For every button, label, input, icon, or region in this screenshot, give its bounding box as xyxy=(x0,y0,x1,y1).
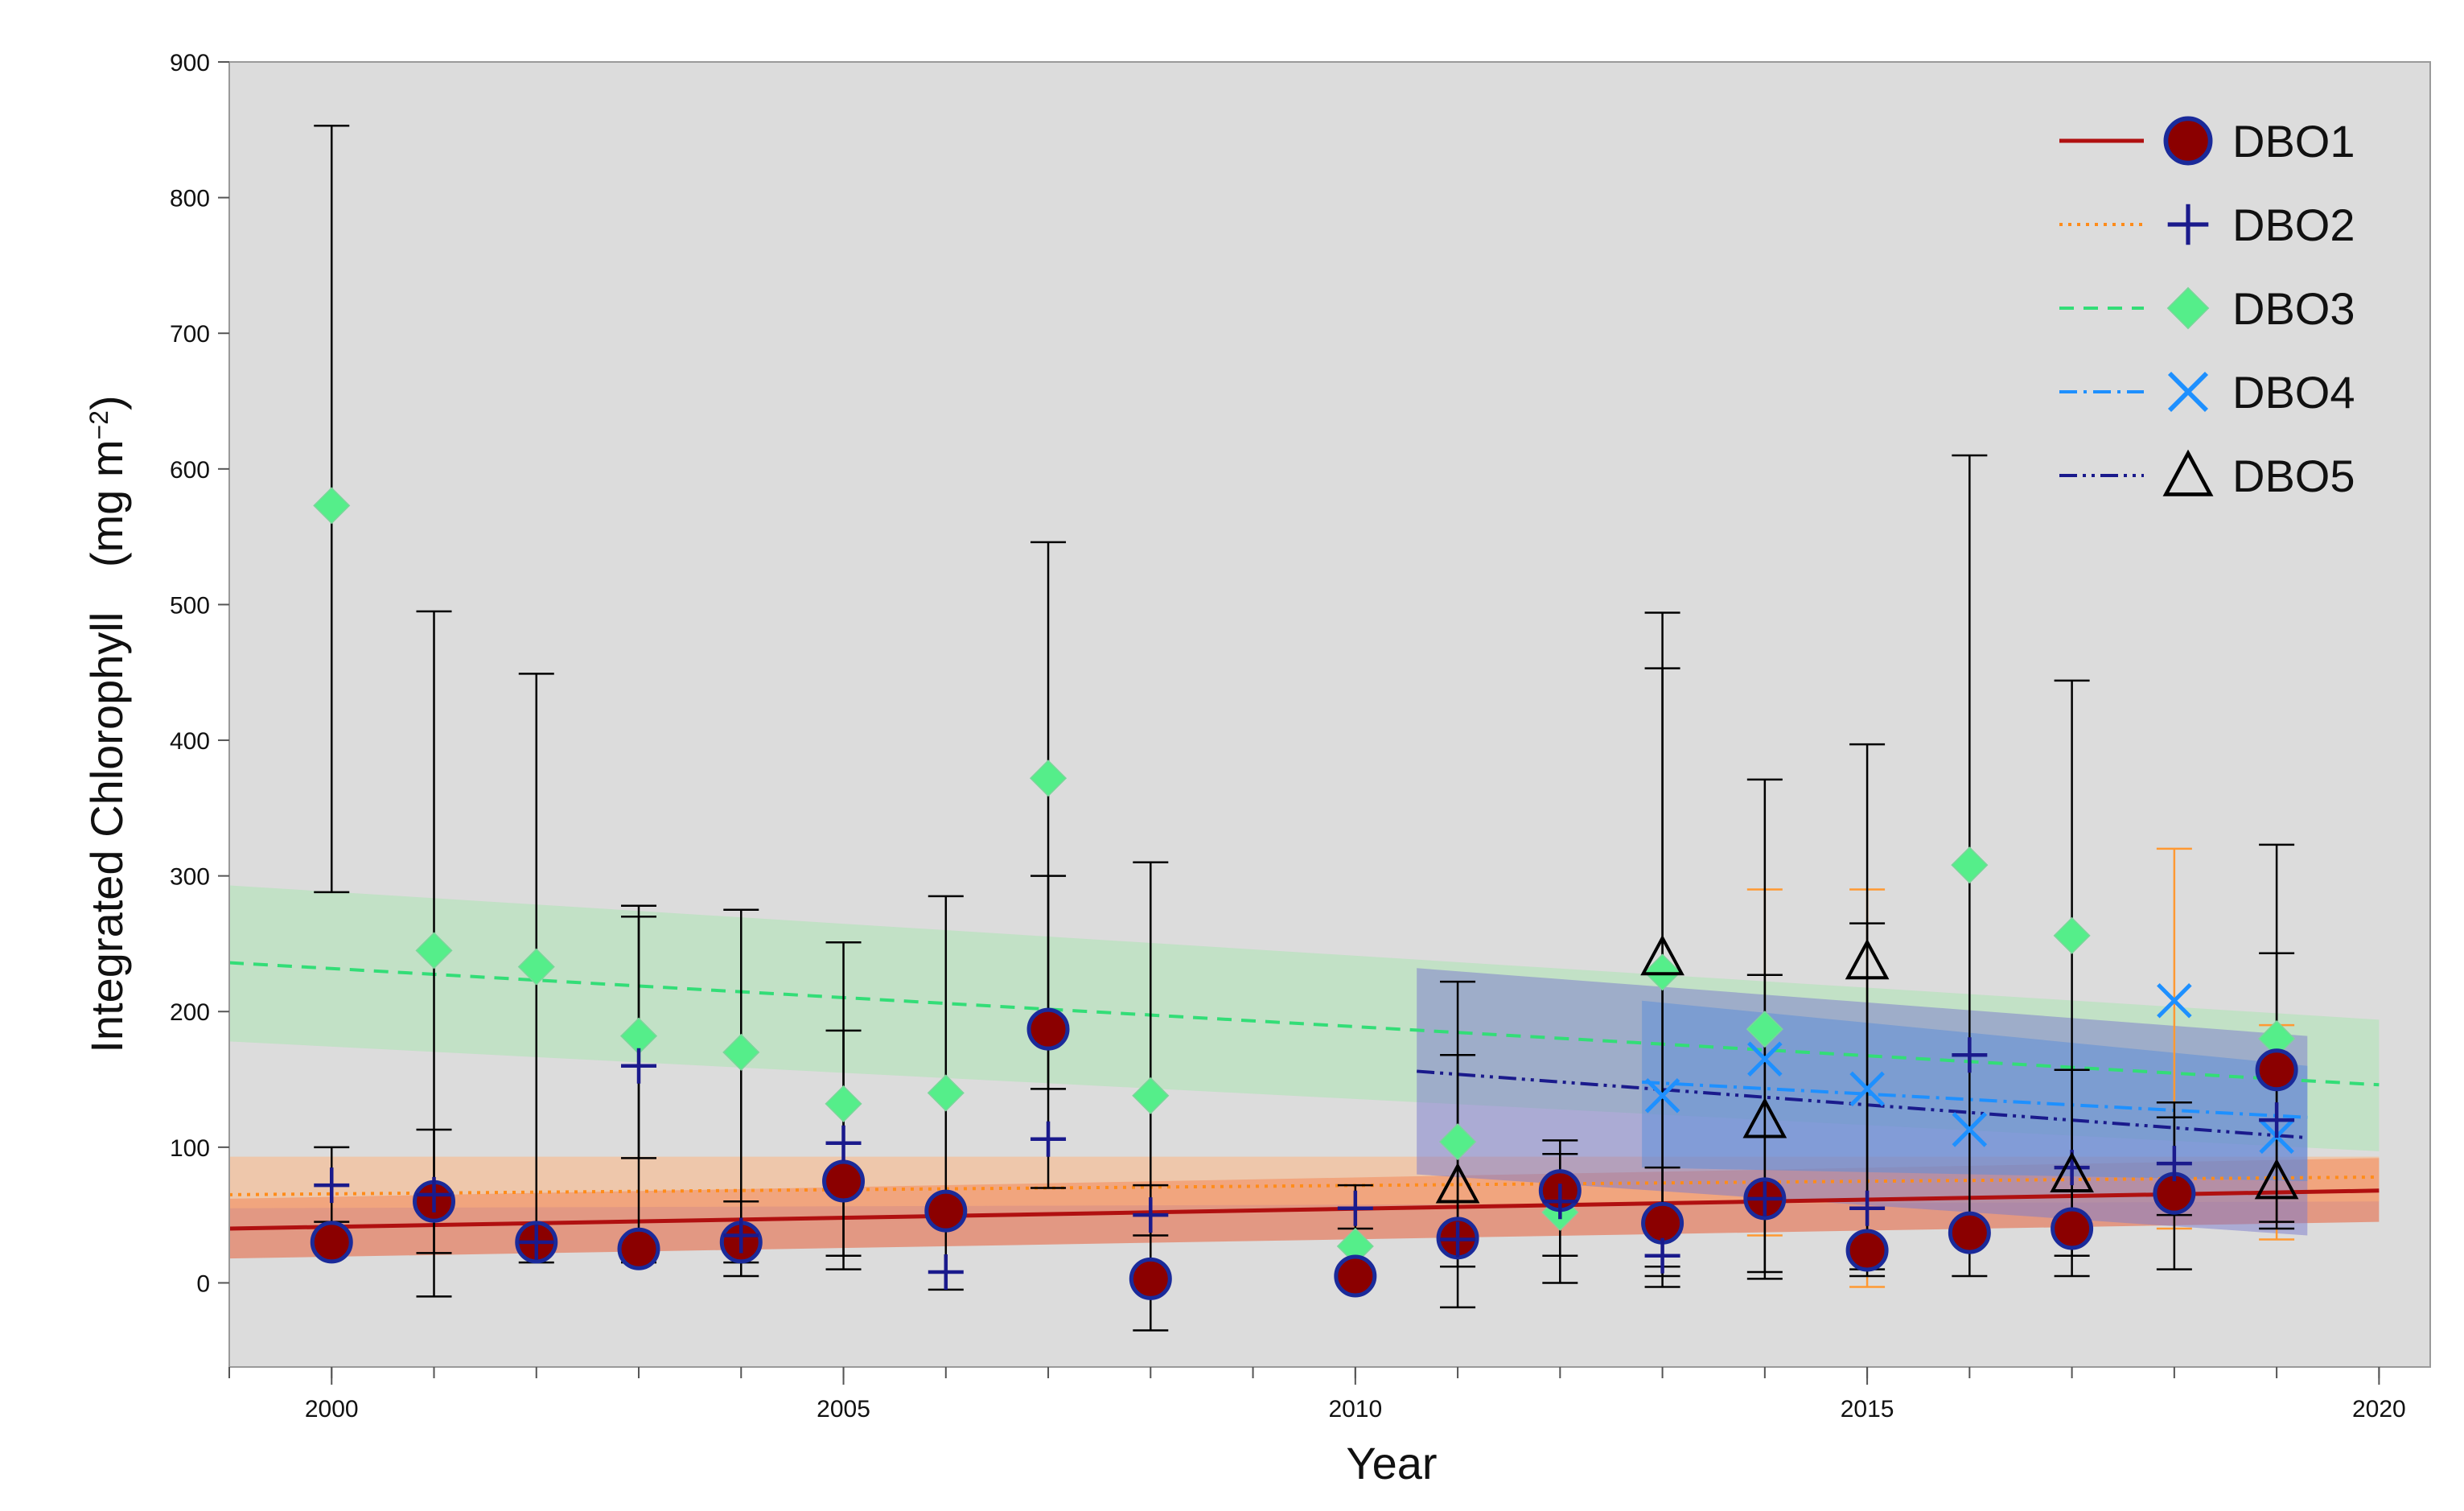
y-tick-label-300: 300 xyxy=(170,864,210,891)
legend: DBO1 DBO2 DBO3 DBO4 DBO5 xyxy=(2059,116,2355,501)
marker-dbo2-2008 xyxy=(1133,1197,1169,1233)
legend-label-dbo2: DBO2 xyxy=(2232,200,2355,250)
axes: 0 100 200 300 400 500 600 700 800 900 2000 2005 2010… xyxy=(170,50,2406,1422)
legend-marker-dbo2 xyxy=(2167,204,2209,245)
marker-dbo2-2004 xyxy=(723,1217,759,1254)
marker-dbo3-2011 xyxy=(1439,1123,1477,1161)
marker-dbo5-2014 xyxy=(1742,1097,1787,1138)
marker-dbo3-2005 xyxy=(825,1085,862,1122)
data-points xyxy=(310,487,2299,1300)
marker-dbo2-2003 xyxy=(621,1048,657,1084)
marker-dbo3-2007 xyxy=(1029,760,1067,797)
plot-border xyxy=(228,61,2431,1368)
marker-dbo5-2015 xyxy=(1845,938,1890,980)
y-tick-label-700: 700 xyxy=(170,321,210,348)
trend-line-dbo4 xyxy=(1642,1080,2308,1119)
y-tick-label-200: 200 xyxy=(170,999,210,1026)
marker-dbo1-2017 xyxy=(2051,1207,2094,1250)
marker-dbo2-2014 xyxy=(1746,1180,1783,1217)
marker-dbo1-2010 xyxy=(1334,1254,1377,1298)
marker-dbo5-2011 xyxy=(1435,1162,1480,1204)
marker-dbo1-2015 xyxy=(1845,1229,1889,1272)
trend-line-dbo5 xyxy=(1417,1069,2308,1140)
marker-dbo2-2001 xyxy=(416,1176,452,1213)
marker-dbo4-2014 xyxy=(1747,1041,1783,1077)
marker-dbo2-2016 xyxy=(1952,1037,1988,1073)
marker-dbo2-2005 xyxy=(825,1125,862,1161)
marker-dbo3-2000 xyxy=(313,487,351,525)
marker-dbo1-2003 xyxy=(617,1227,660,1270)
x-tick-label-2010: 2010 xyxy=(1328,1396,1382,1422)
marker-dbo1-2000 xyxy=(310,1221,353,1264)
marker-dbo1-2013 xyxy=(1641,1201,1684,1245)
marker-dbo1-2008 xyxy=(1129,1257,1172,1300)
y-axis-title-close: ) xyxy=(81,395,132,410)
trend-line-dbo1 xyxy=(228,1188,2380,1231)
x-tick-label-2005: 2005 xyxy=(817,1396,870,1422)
marker-dbo4-2016 xyxy=(1952,1112,1988,1147)
legend-label-dbo5: DBO5 xyxy=(2232,451,2355,501)
trend-lines xyxy=(228,961,2380,1231)
marker-dbo2-2002 xyxy=(518,1224,554,1260)
y-tick-label-600: 600 xyxy=(170,457,210,484)
legend-marker-dbo1 xyxy=(2163,116,2213,166)
marker-dbo1-2016 xyxy=(1948,1211,1991,1254)
legend-marker-dbo4 xyxy=(2167,371,2209,413)
marker-dbo4-2018 xyxy=(2157,982,2192,1019)
x-axis-title: Year xyxy=(1346,1438,1437,1488)
y-tick-label-800: 800 xyxy=(170,186,210,212)
marker-dbo3-2006 xyxy=(927,1074,965,1112)
marker-dbo1-2019 xyxy=(2255,1048,2298,1092)
marker-dbo5-2017 xyxy=(2050,1151,2094,1192)
marker-dbo2-2000 xyxy=(314,1167,350,1204)
marker-dbo3-2017 xyxy=(2053,916,2091,954)
marker-dbo5-2019 xyxy=(2254,1158,2299,1200)
marker-dbo3-2008 xyxy=(1132,1077,1170,1114)
y-axis-title-unit: (mg m xyxy=(81,440,132,568)
y-tick-label-500: 500 xyxy=(170,592,210,619)
marker-dbo5-2013 xyxy=(1640,934,1684,976)
marker-dbo2-2012 xyxy=(1542,1184,1578,1220)
y-tick-label-400: 400 xyxy=(170,728,210,755)
marker-dbo3-2004 xyxy=(722,1033,760,1071)
marker-dbo1-2007 xyxy=(1026,1007,1070,1051)
marker-dbo2-2018 xyxy=(2156,1146,2192,1182)
x-tick-label-2020: 2020 xyxy=(2352,1396,2406,1422)
marker-dbo2-2011 xyxy=(1440,1221,1476,1258)
marker-dbo4-2015 xyxy=(1849,1071,1885,1107)
marker-dbo2-2015 xyxy=(1849,1190,1886,1226)
marker-dbo4-2013 xyxy=(1644,1078,1680,1114)
y-axis-title: Integrated Chlorophyll (mg m−2) xyxy=(81,395,132,1052)
legend-label-dbo4: DBO4 xyxy=(2232,367,2355,418)
legend-label-dbo1: DBO1 xyxy=(2232,116,2355,167)
trend-line-dbo3 xyxy=(228,961,2380,1087)
marker-dbo1-2006 xyxy=(924,1189,968,1233)
y-axis-title-sup: −2 xyxy=(84,410,113,439)
x-tick-label-2015: 2015 xyxy=(1841,1396,1894,1422)
x-tick-label-2000: 2000 xyxy=(305,1396,359,1422)
y-tick-label-0: 0 xyxy=(196,1270,210,1297)
marker-dbo3-2002 xyxy=(517,948,555,986)
marker-dbo2-2006 xyxy=(928,1254,964,1290)
y-tick-label-100: 100 xyxy=(170,1135,210,1162)
marker-dbo1-2005 xyxy=(822,1159,866,1203)
legend-label-dbo3: DBO3 xyxy=(2232,283,2355,334)
svg-text:Integrated Chlorophyll (: Integrated Chlorophyll (mg m−2) xyxy=(81,395,132,1052)
marker-dbo2-2007 xyxy=(1030,1121,1067,1157)
marker-dbo2-2013 xyxy=(1644,1237,1680,1274)
y-axis-title-main: Integrated Chlorophyll xyxy=(81,612,132,1053)
legend-marker-dbo3 xyxy=(2166,286,2210,330)
marker-dbo3-2001 xyxy=(415,932,453,970)
legend-marker-dbo5 xyxy=(2162,449,2214,496)
y-tick-label-900: 900 xyxy=(170,50,210,76)
marker-dbo3-2016 xyxy=(1951,846,1989,884)
marker-dbo2-2010 xyxy=(1337,1190,1373,1226)
marker-dbo3-2014 xyxy=(1746,1011,1783,1048)
marker-dbo2-2019 xyxy=(2259,1102,2295,1138)
